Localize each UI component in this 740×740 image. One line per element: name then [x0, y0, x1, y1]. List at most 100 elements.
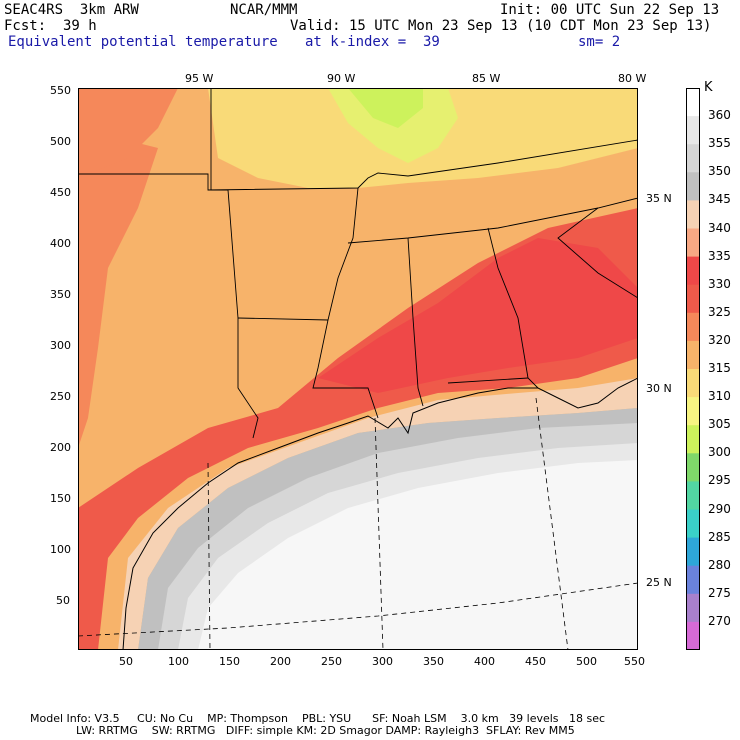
- colorbar-level-label: 315: [708, 361, 731, 375]
- level-label: at k-index = 39: [305, 34, 440, 50]
- colorbar-swatch: [686, 369, 700, 398]
- colorbar-swatch: [686, 593, 700, 623]
- region-360: [198, 460, 638, 650]
- lat-label-35n: 35 N: [646, 192, 672, 205]
- forecast-hour: Fcst: 39 h: [4, 18, 97, 34]
- colorbar-level-label: 275: [708, 585, 731, 600]
- border-georgia-carolina: [557, 207, 638, 299]
- colorbar-swatch: [686, 340, 700, 370]
- border-florida-panhandle: [447, 377, 529, 384]
- field-name: Equivalent potential temperature: [8, 34, 278, 50]
- region-nw-325: [78, 88, 178, 178]
- colorbar-swatch: [686, 312, 700, 342]
- colorbar-level-label: 305: [708, 417, 731, 432]
- lon-label-85w: 85 W: [472, 72, 501, 85]
- colorbar-swatch: [686, 172, 700, 201]
- colorbar-level-label: 285: [708, 529, 731, 544]
- valid-time: Valid: 15 UTC Mon 23 Sep 13 (10 CDT Mon …: [290, 18, 712, 34]
- lat-label-30n: 30 N: [646, 382, 672, 395]
- colorbar-level-label: 345: [708, 192, 731, 207]
- colorbar-swatch: [686, 565, 700, 595]
- y-tick: 350: [50, 288, 71, 301]
- colorbar-swatch: [686, 256, 700, 286]
- y-tick: 100: [50, 543, 71, 556]
- colorbar-level-label: 280: [708, 557, 731, 572]
- x-tick: 100: [168, 655, 189, 668]
- y-tick: 500: [50, 135, 71, 148]
- colorbar-swatch: [686, 425, 700, 454]
- colorbar-swatch: [686, 88, 700, 117]
- border-mississippi-river: [312, 187, 379, 419]
- x-tick: 250: [321, 655, 342, 668]
- footer-physics-info: LW: RRTMG SW: RRTMG DIFF: simple KM: 2D …: [76, 724, 575, 737]
- smoothing-label: sm= 2: [578, 34, 621, 50]
- colorbar-swatch: [686, 453, 700, 482]
- colorbar-level-label: 325: [708, 304, 731, 319]
- colorbar-level-label: 320: [708, 332, 731, 347]
- colorbar-level-label: 350: [708, 164, 731, 179]
- colorbar-level-label: 290: [708, 501, 731, 516]
- colorbar-swatch: [686, 144, 700, 173]
- x-tick: 400: [474, 655, 495, 668]
- y-tick: 450: [50, 186, 71, 199]
- colorbar-swatch: [686, 509, 700, 539]
- model-title: SEAC4RS 3km ARW: [4, 2, 139, 18]
- x-tick: 350: [423, 655, 444, 668]
- lon-label-95w: 95 W: [185, 72, 214, 85]
- colorbar-swatch: [686, 200, 700, 229]
- map-frame: [78, 88, 638, 650]
- meridian-85w: [535, 397, 569, 650]
- region-300: [348, 88, 423, 128]
- x-tick: 150: [219, 655, 240, 668]
- colorbar-level-label: 270: [708, 613, 731, 628]
- y-tick: 200: [50, 441, 71, 454]
- x-tick: 50: [119, 655, 133, 668]
- y-tick: 550: [50, 84, 71, 97]
- colorbar-swatch: [686, 537, 700, 567]
- colorbar-level-label: 360: [708, 108, 731, 123]
- border-oklahoma-kansas: [78, 139, 638, 191]
- colorbar-unit: K: [704, 80, 713, 95]
- colorbar-level-label: 335: [708, 248, 731, 263]
- graticule: [78, 397, 638, 650]
- lon-label-80w: 80 W: [618, 72, 647, 85]
- border-texas-louisiana: [237, 318, 259, 439]
- x-tick: 300: [372, 655, 393, 668]
- y-tick: 250: [50, 390, 71, 403]
- colorbar-swatch: [686, 116, 700, 145]
- gulf-coastline: [122, 377, 638, 650]
- border-arkansas-louisiana: [237, 317, 329, 321]
- colorbar-level-label: 355: [708, 136, 731, 151]
- colorbar-swatch: [686, 284, 700, 314]
- colorbar-level-label: 330: [708, 276, 731, 291]
- parallel-25n: [78, 582, 638, 637]
- colorbar-level-label: 310: [708, 389, 731, 404]
- meridian-90w: [374, 417, 384, 650]
- equivalent-potential-temperature-map: [78, 88, 638, 650]
- colorbar-level-label: 300: [708, 445, 731, 460]
- colorbar-swatch: [686, 621, 700, 650]
- border-texas-oklahoma: [210, 88, 239, 319]
- colorbar-frame: [686, 88, 700, 650]
- init-time: Init: 00 UTC Sun 22 Sep 13: [500, 2, 720, 18]
- colorbar: [686, 88, 700, 650]
- x-tick: 550: [624, 655, 645, 668]
- y-tick: 400: [50, 237, 71, 250]
- x-tick: 450: [525, 655, 546, 668]
- colorbar-swatch: [686, 397, 700, 426]
- region-west-325: [78, 138, 158, 448]
- x-tick: 200: [270, 655, 291, 668]
- y-tick: 50: [56, 594, 70, 607]
- colorbar-level-label: 295: [708, 473, 731, 488]
- y-tick: 150: [50, 492, 71, 505]
- colorbar-swatch: [686, 228, 700, 258]
- meridian-95w: [207, 462, 211, 650]
- state-boundaries: [78, 88, 638, 439]
- org-label: NCAR/MMM: [230, 2, 298, 18]
- region-335-core: [318, 238, 638, 393]
- region-340: [118, 378, 638, 650]
- lat-label-25n: 25 N: [646, 576, 672, 589]
- footer-model-info: Model Info: V3.5 CU: No Cu MP: Thompson …: [30, 712, 606, 725]
- border-mississippi-alabama: [407, 237, 424, 407]
- x-tick: 500: [576, 655, 597, 668]
